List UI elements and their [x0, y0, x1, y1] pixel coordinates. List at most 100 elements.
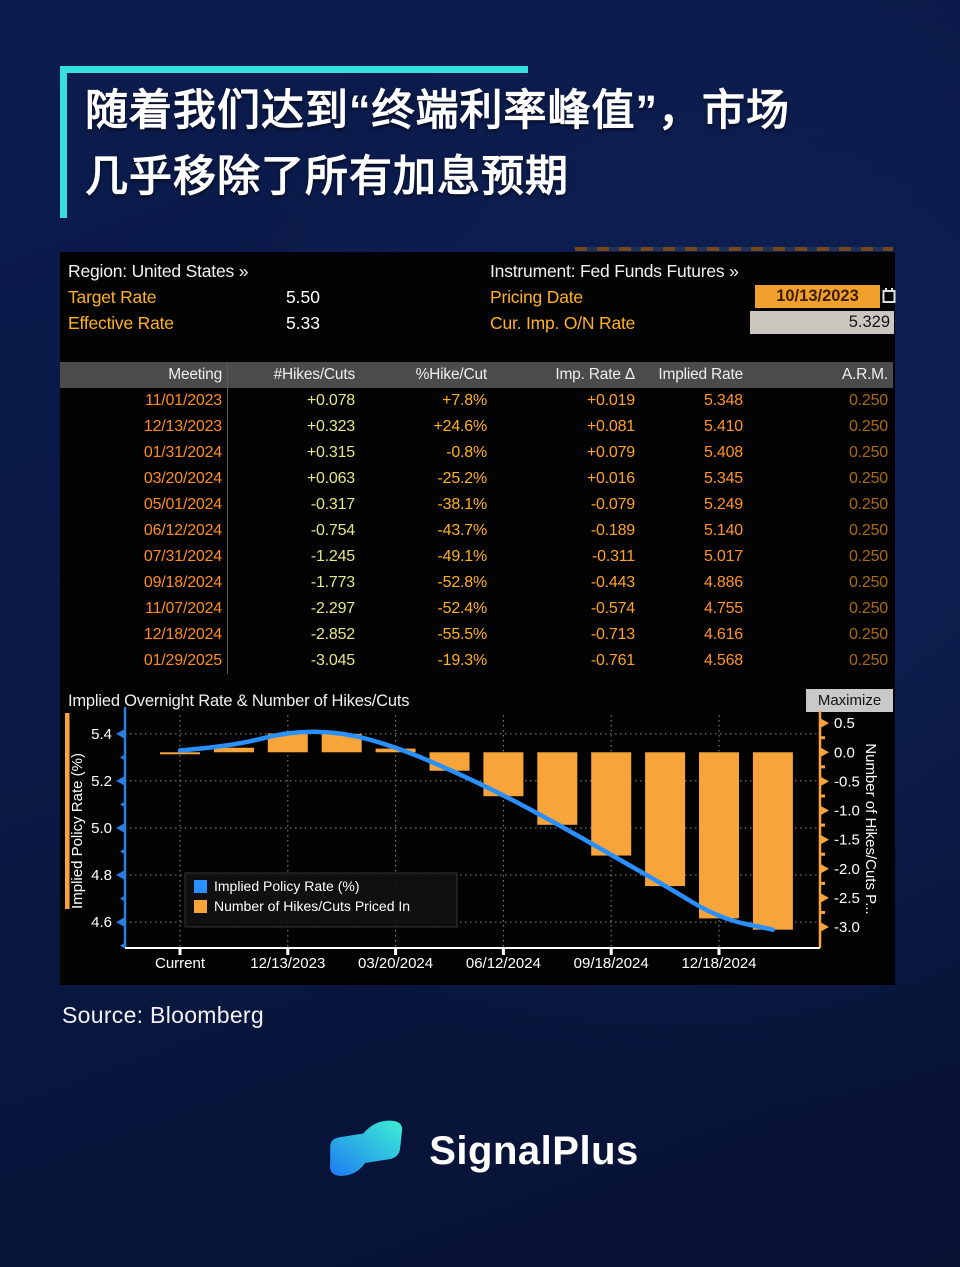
- bar-hikes-cuts: [267, 733, 308, 753]
- cell-arm: 0.250: [848, 522, 888, 539]
- cell-imp-rate-delta: +0.081: [586, 418, 635, 435]
- x-axis-tick: [501, 949, 505, 955]
- axis-highlight-strip: [65, 713, 70, 909]
- cell-imp-rate-delta: -0.713: [590, 626, 635, 643]
- pricing-date-input[interactable]: 10/13/2023: [755, 285, 880, 308]
- target-rate-value: 5.50: [285, 287, 320, 307]
- cell-pct-hike-cut: -38.1%: [437, 496, 488, 513]
- left-tick-label: 5.2: [91, 773, 112, 790]
- x-tick-label: 12/18/2024: [681, 955, 756, 972]
- chart-title: Implied Overnight Rate & Number of Hikes…: [68, 692, 410, 710]
- cell-imp-rate-delta: +0.019: [586, 392, 635, 409]
- cell-arm: 0.250: [848, 548, 888, 565]
- col-header-hikes-cuts[interactable]: #Hikes/Cuts: [273, 366, 356, 383]
- cell-meeting: 01/31/2024: [60, 440, 228, 466]
- col-header-implied-rate[interactable]: Implied Rate: [658, 366, 743, 383]
- cell-pct-hike-cut: -0.8%: [446, 444, 487, 461]
- right-tick-label: -1.0: [834, 803, 860, 820]
- table-row[interactable]: 01/29/2025 -3.045 -19.3% -0.761 4.568 0.250: [60, 648, 893, 674]
- table-row[interactable]: 01/31/2024 +0.315 -0.8% +0.079 5.408 0.250: [60, 440, 893, 466]
- implied-policy-rate-line: [177, 729, 776, 932]
- legend-box: [184, 872, 458, 928]
- calendar-icon[interactable]: [882, 287, 896, 309]
- cell-implied-rate: 5.410: [703, 418, 743, 435]
- rates-chart[interactable]: 5.4 5.2 5.0 4.8 4.6 Implied Policy Rate (%) 0.…: [60, 707, 895, 985]
- bar-hikes-cuts: [537, 752, 578, 825]
- x-axis-tick: [178, 949, 182, 955]
- cell-pct-hike-cut: -55.5%: [437, 626, 488, 643]
- right-tick-label: -2.0: [834, 861, 860, 878]
- cur-imp-rate-input[interactable]: 5.329: [750, 311, 894, 334]
- cell-arm: 0.250: [848, 418, 888, 435]
- x-tick-label: 03/20/2024: [358, 955, 433, 972]
- source-attribution: Source: Bloomberg: [62, 1002, 264, 1028]
- legend-label: Number of Hikes/Cuts Priced In: [214, 898, 410, 914]
- title-accent-bar: [60, 66, 528, 73]
- right-axis-tick: [820, 747, 829, 758]
- right-axis-tick: [820, 892, 829, 903]
- col-header-meeting[interactable]: Meeting: [60, 362, 228, 388]
- cell-meeting: 01/29/2025: [60, 648, 228, 674]
- cell-meeting: 07/31/2024: [60, 544, 228, 570]
- table-row[interactable]: 12/18/2024 -2.852 -55.5% -0.713 4.616 0.250: [60, 622, 893, 648]
- bar-hikes-cuts: [752, 752, 793, 930]
- left-axis-minor-tick: [120, 848, 125, 855]
- right-tick-label: -0.5: [834, 773, 860, 790]
- headline-block: 随着我们达到“终端利率峰值”，市场 几乎移除了所有加息预期: [60, 66, 921, 218]
- pricing-date-label: Pricing Date: [490, 287, 583, 307]
- left-axis-tick: [116, 728, 125, 739]
- cell-arm: 0.250: [848, 444, 888, 461]
- cell-hikes-cuts: -0.754: [310, 522, 355, 539]
- col-header-pct-hike-cut[interactable]: %Hike/Cut: [415, 366, 488, 383]
- cell-meeting: 11/07/2024: [60, 596, 228, 622]
- cell-hikes-cuts: -0.317: [310, 496, 355, 513]
- cell-meeting: 06/12/2024: [60, 518, 228, 544]
- right-tick-label: 0.5: [834, 715, 855, 732]
- right-axis-tick: [820, 834, 829, 845]
- target-rate-label: Target Rate: [68, 287, 157, 307]
- cell-pct-hike-cut: -43.7%: [437, 522, 488, 539]
- instrument-link[interactable]: Instrument: Fed Funds Futures »: [490, 261, 739, 281]
- table-row[interactable]: 09/18/2024 -1.773 -52.8% -0.443 4.886 0.250: [60, 570, 893, 596]
- headline-line-2: 几乎移除了所有加息预期: [85, 153, 569, 201]
- right-axis-tick: [820, 863, 829, 874]
- right-axis-minor-tick: [820, 852, 825, 856]
- x-tick-label: 06/12/2024: [466, 955, 541, 972]
- table-row[interactable]: 07/31/2024 -1.245 -49.1% -0.311 5.017 0.250: [60, 544, 893, 570]
- cell-pct-hike-cut: -52.4%: [437, 600, 488, 617]
- bar-hikes-cuts: [645, 752, 686, 887]
- region-link[interactable]: Region: United States »: [68, 261, 249, 281]
- right-axis-minor-tick: [820, 736, 825, 740]
- bar-hikes-cuts: [375, 748, 416, 753]
- table-row[interactable]: 12/13/2023 +0.323 +24.6% +0.081 5.410 0.250: [60, 414, 893, 440]
- cell-imp-rate-delta: -0.079: [590, 496, 635, 513]
- cell-meeting: 12/13/2023: [60, 414, 228, 440]
- table-row[interactable]: 03/20/2024 +0.063 -25.2% +0.016 5.345 0.250: [60, 466, 893, 492]
- table-row[interactable]: 11/07/2024 -2.297 -52.4% -0.574 4.755 0.250: [60, 596, 893, 622]
- brand-name: SignalPlus: [429, 1128, 639, 1173]
- cell-implied-rate: 4.568: [703, 652, 743, 669]
- cell-meeting: 12/18/2024: [60, 622, 228, 648]
- table-row[interactable]: 05/01/2024 -0.317 -38.1% -0.079 5.249 0.250: [60, 492, 893, 518]
- left-axis-minor-tick: [120, 801, 125, 808]
- cell-pct-hike-cut: -19.3%: [437, 652, 488, 669]
- cell-hikes-cuts: +0.315: [306, 444, 355, 461]
- cell-implied-rate: 4.616: [703, 626, 743, 643]
- table-row[interactable]: 11/01/2023 +0.078 +7.8% +0.019 5.348 0.250: [60, 388, 893, 414]
- cell-arm: 0.250: [848, 392, 888, 409]
- cell-hikes-cuts: +0.078: [306, 392, 355, 409]
- col-header-arm[interactable]: A.R.M.: [841, 366, 888, 383]
- cell-hikes-cuts: -2.297: [310, 600, 355, 617]
- signalplus-logo-icon: [330, 1120, 403, 1176]
- left-axis-tick: [116, 775, 125, 786]
- cell-implied-rate: 4.755: [703, 600, 743, 617]
- fed-funds-futures-table: Meeting #Hikes/Cuts %Hike/Cut Imp. Rate …: [60, 362, 893, 674]
- cell-hikes-cuts: -2.852: [310, 626, 355, 643]
- cell-implied-rate: 5.249: [703, 496, 743, 513]
- right-tick-label: 0.0: [834, 744, 855, 761]
- col-header-imp-rate-delta[interactable]: Imp. Rate Δ: [555, 366, 635, 383]
- table-row[interactable]: 06/12/2024 -0.754 -43.7% -0.189 5.140 0.250: [60, 518, 893, 544]
- maximize-button[interactable]: Maximize: [806, 689, 893, 712]
- cell-implied-rate: 5.140: [703, 522, 743, 539]
